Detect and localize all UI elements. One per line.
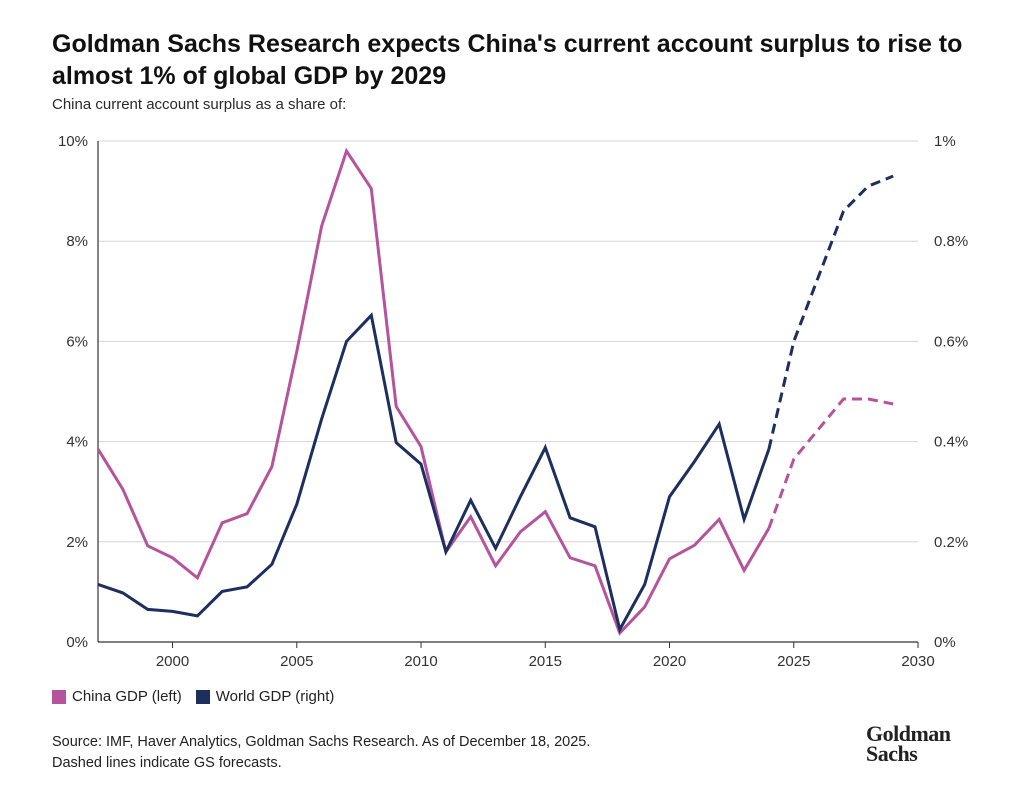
- x-tick-label: 2000: [156, 653, 189, 670]
- x-tick-label: 2020: [653, 653, 686, 670]
- logo-line-1: Goldman: [866, 721, 951, 746]
- source-line: Source: IMF, Haver Analytics, Goldman Sa…: [52, 734, 591, 750]
- axes: [97, 141, 919, 648]
- goldman-sachs-logo: Goldman Sachs: [866, 721, 951, 766]
- x-tick-label: 2010: [404, 653, 437, 670]
- legend-item-world: World GDP (right): [195, 688, 335, 705]
- series-forecast-line-world: [767, 174, 894, 450]
- source-note: Source: IMF, Haver Analytics, Goldman Sa…: [52, 732, 590, 774]
- y-left-tick-label: 8%: [66, 233, 88, 250]
- y-left-tick-label: 4%: [66, 434, 88, 451]
- y-right-tick-label: 0.6%: [934, 333, 968, 350]
- y-left-tick-label: 0%: [66, 634, 88, 651]
- legend: China GDP (left) World GDP (right): [52, 688, 334, 705]
- y-right-tick-label: 0.8%: [934, 233, 968, 250]
- series-lines: [96, 147, 894, 636]
- legend-item-china: China GDP (left): [52, 688, 182, 705]
- chart-title: Goldman Sachs Research expects China's c…: [52, 30, 963, 90]
- tick-labels: 2000 2005 2010 2015 2020 2025 20300%2%4%6%8%10…: [58, 133, 968, 670]
- legend-label-world: World GDP (right): [215, 688, 335, 705]
- line-chart: 2000 2005 2010 2015 2020 2025 20300%2%4%6%8%10…: [58, 133, 968, 670]
- legend-label-china: China GDP (left): [72, 688, 182, 705]
- y-right-tick-label: 0.4%: [934, 434, 968, 451]
- series-line-world: [97, 312, 771, 634]
- gridlines: [98, 140, 918, 543]
- y-right-tick-label: 1%: [934, 133, 956, 150]
- x-tick-label: 2015: [529, 653, 562, 670]
- y-left-tick-label: 2%: [66, 534, 88, 551]
- logo-line-2: Sachs: [866, 741, 918, 766]
- legend-swatch-world: [195, 689, 210, 704]
- series-forecast-line-china: [767, 397, 894, 529]
- series-line-china: [96, 147, 771, 636]
- chart-subtitle: China current account surplus as a share…: [52, 96, 347, 113]
- x-tick-label: 2025: [777, 653, 810, 670]
- y-right-tick-label: 0%: [934, 634, 956, 651]
- y-right-tick-label: 0.2%: [934, 534, 968, 551]
- forecast-note: Dashed lines indicate GS forecasts.: [52, 755, 282, 771]
- x-tick-label: 2005: [280, 653, 313, 670]
- y-left-tick-label: 6%: [66, 333, 88, 350]
- legend-swatch-china: [52, 689, 66, 704]
- x-tick-label: 2030: [901, 653, 934, 670]
- y-left-tick-label: 10%: [58, 133, 88, 150]
